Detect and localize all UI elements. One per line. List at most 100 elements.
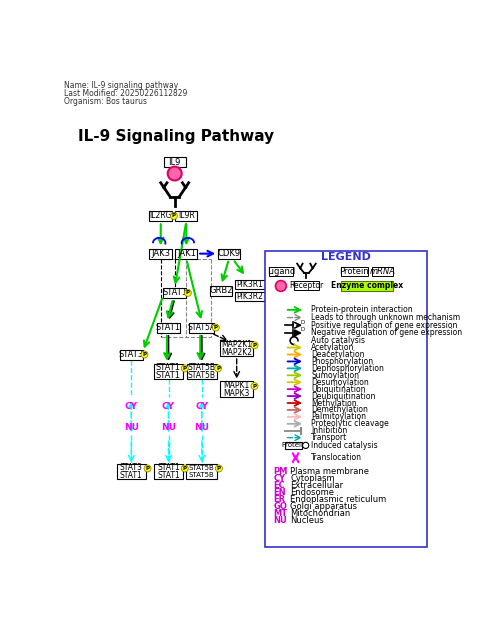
Text: Transport: Transport — [311, 433, 348, 442]
Text: P: P — [145, 466, 150, 471]
FancyBboxPatch shape — [157, 322, 180, 332]
Text: Cytoplasm: Cytoplasm — [290, 474, 335, 483]
Text: STAT1: STAT1 — [156, 363, 181, 372]
Text: CY: CY — [162, 402, 175, 411]
Text: NU: NU — [124, 423, 139, 432]
FancyBboxPatch shape — [294, 281, 319, 290]
Text: STAT3: STAT3 — [120, 463, 143, 472]
Text: Endosome: Endosome — [290, 488, 334, 497]
Text: P: P — [252, 342, 256, 348]
Text: EC: EC — [273, 481, 285, 490]
Circle shape — [184, 289, 192, 296]
Text: STAT1: STAT1 — [157, 471, 180, 480]
FancyBboxPatch shape — [154, 464, 183, 479]
Text: Negative regulation of gene expression: Negative regulation of gene expression — [311, 329, 462, 338]
Text: mRNA: mRNA — [370, 267, 396, 276]
Text: STAT5A: STAT5A — [188, 323, 216, 332]
Text: Last Modified: 20250226112829: Last Modified: 20250226112829 — [64, 89, 187, 98]
Text: Protein: Protein — [281, 442, 306, 448]
Text: CY: CY — [125, 402, 138, 411]
Text: PIK3R1: PIK3R1 — [237, 280, 264, 289]
Text: MAPK3: MAPK3 — [224, 389, 250, 398]
FancyBboxPatch shape — [187, 364, 216, 379]
Text: CY: CY — [273, 474, 285, 483]
FancyBboxPatch shape — [235, 292, 264, 301]
Circle shape — [302, 442, 309, 449]
FancyBboxPatch shape — [117, 464, 146, 479]
Text: P: P — [183, 366, 187, 371]
Text: IL2RG: IL2RG — [149, 211, 172, 221]
Text: JAK1: JAK1 — [177, 249, 196, 258]
Circle shape — [251, 382, 258, 389]
Circle shape — [141, 351, 148, 358]
Text: Induced catalysis: Induced catalysis — [311, 441, 378, 450]
FancyBboxPatch shape — [285, 441, 302, 449]
Text: PM: PM — [273, 467, 288, 476]
Circle shape — [170, 213, 178, 219]
Text: Sumoylation: Sumoylation — [311, 371, 359, 380]
Text: P: P — [252, 384, 256, 389]
Text: Plasma membrane: Plasma membrane — [290, 467, 369, 476]
Text: MAPK1: MAPK1 — [224, 381, 250, 390]
Text: Translocation: Translocation — [311, 453, 362, 462]
FancyBboxPatch shape — [154, 364, 183, 379]
Text: Inhibition: Inhibition — [311, 426, 348, 435]
Text: Leads to through unknown mechanism: Leads to through unknown mechanism — [311, 313, 460, 322]
FancyBboxPatch shape — [269, 267, 292, 276]
Text: MT: MT — [273, 509, 287, 518]
Text: Nucleus: Nucleus — [290, 516, 324, 524]
Text: IL9: IL9 — [168, 158, 181, 166]
Text: P: P — [143, 352, 146, 357]
Text: Endoplasmic reticulum: Endoplasmic reticulum — [290, 495, 386, 504]
Text: Golgi apparatus: Golgi apparatus — [290, 502, 357, 511]
Text: JAK3: JAK3 — [151, 249, 170, 258]
Text: STAT1: STAT1 — [156, 323, 181, 332]
Text: P: P — [183, 466, 187, 471]
Text: Organism: Bos taurus: Organism: Bos taurus — [64, 96, 147, 106]
Text: Deubiquitination: Deubiquitination — [311, 392, 375, 401]
Circle shape — [212, 324, 219, 331]
Text: Acetylation: Acetylation — [311, 343, 354, 352]
Text: P: P — [216, 366, 220, 371]
Circle shape — [215, 365, 222, 372]
FancyBboxPatch shape — [340, 281, 393, 291]
Text: Ligand: Ligand — [267, 267, 295, 276]
Text: Demethylation: Demethylation — [311, 406, 368, 414]
Text: P: P — [217, 466, 221, 471]
Text: GO: GO — [273, 502, 287, 511]
Circle shape — [276, 281, 286, 291]
Text: NU: NU — [273, 516, 287, 524]
Text: IL9R: IL9R — [178, 211, 195, 221]
Text: STAT3: STAT3 — [119, 350, 144, 359]
Text: STAT1: STAT1 — [120, 471, 143, 480]
FancyBboxPatch shape — [190, 322, 214, 332]
Circle shape — [168, 167, 181, 181]
Text: STAT5B: STAT5B — [188, 371, 216, 380]
Text: STAT1: STAT1 — [162, 288, 187, 298]
Text: Name: IL-9 signaling pathway: Name: IL-9 signaling pathway — [64, 81, 178, 90]
Text: NU: NU — [194, 423, 209, 432]
Text: Phosphorylation: Phosphorylation — [311, 357, 373, 366]
Text: D: D — [300, 320, 304, 325]
Text: ER: ER — [273, 495, 285, 504]
FancyBboxPatch shape — [210, 286, 232, 296]
Text: Methylation: Methylation — [311, 399, 357, 408]
FancyBboxPatch shape — [149, 211, 172, 221]
Circle shape — [144, 465, 151, 472]
Text: CDK9: CDK9 — [217, 249, 240, 258]
FancyBboxPatch shape — [176, 211, 197, 221]
Text: Palmitoylation: Palmitoylation — [311, 412, 366, 421]
Text: Proteolytic cleavage: Proteolytic cleavage — [311, 419, 389, 428]
Text: Protein-protein interaction: Protein-protein interaction — [311, 306, 413, 314]
Text: D: D — [300, 328, 304, 332]
Text: NU: NU — [161, 423, 176, 432]
Circle shape — [251, 342, 258, 349]
Text: Receptor: Receptor — [289, 281, 324, 290]
Text: Enzyme complex: Enzyme complex — [331, 281, 403, 291]
FancyBboxPatch shape — [340, 267, 368, 276]
Text: Extracellular: Extracellular — [290, 481, 343, 490]
Text: Deacetylation: Deacetylation — [311, 350, 365, 359]
Text: Ubiquitination: Ubiquitination — [311, 384, 366, 394]
Text: P: P — [186, 291, 190, 296]
Text: Dephosphorylation: Dephosphorylation — [311, 364, 384, 373]
